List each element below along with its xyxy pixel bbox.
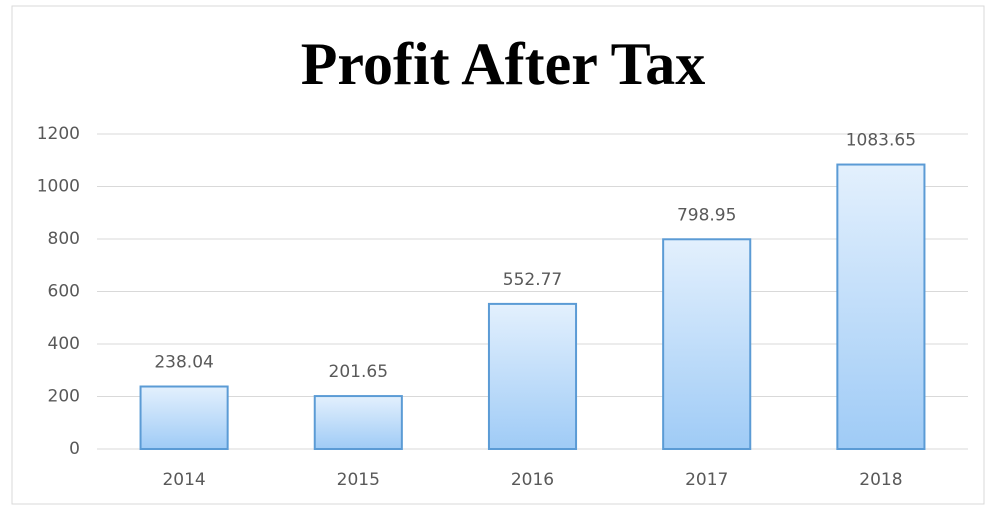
x-tick-label: 2014: [162, 470, 205, 490]
x-tick-label: 2017: [685, 470, 728, 490]
y-tick-label: 1200: [37, 124, 80, 144]
x-tick-label: 2018: [859, 470, 902, 490]
y-tick-label: 400: [48, 334, 80, 354]
y-tick-label: 200: [48, 387, 80, 407]
y-tick-label: 0: [69, 439, 80, 459]
bar: [487, 302, 578, 451]
bar: [662, 238, 752, 450]
data-label: 552.77: [503, 270, 562, 290]
x-tick-label: 2016: [511, 470, 554, 490]
data-label: 798.95: [677, 205, 736, 225]
data-label: 1083.65: [846, 131, 916, 151]
bar: [139, 385, 229, 450]
y-tick-label: 800: [48, 229, 80, 249]
y-tick-label: 1000: [37, 177, 80, 197]
x-tick-label: 2015: [337, 470, 380, 490]
bar: [836, 163, 926, 450]
y-tick-label: 600: [48, 282, 80, 302]
chart-title: Profit After Tax: [301, 31, 705, 97]
bar: [313, 395, 403, 450]
data-label: 238.04: [154, 353, 213, 373]
data-label: 201.65: [329, 362, 388, 382]
